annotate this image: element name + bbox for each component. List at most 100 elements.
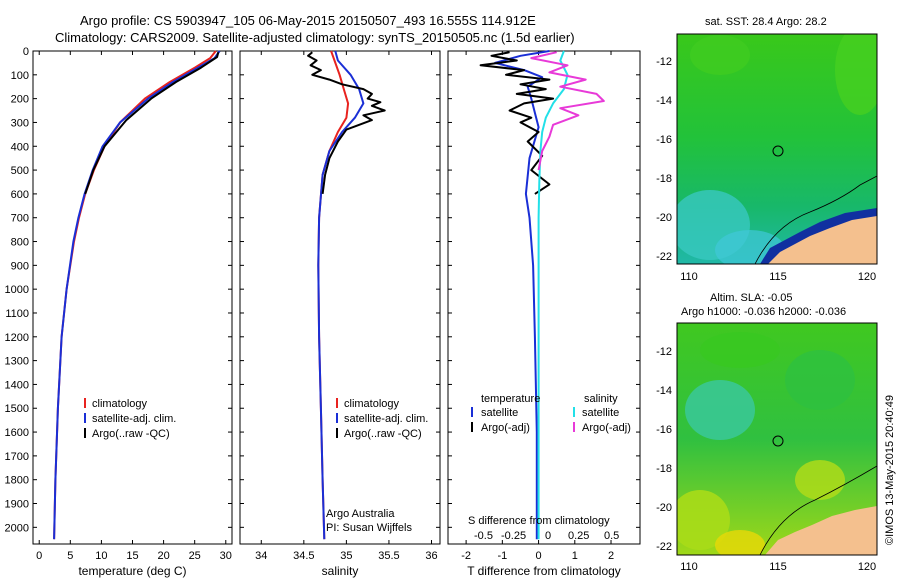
legend-satellite-s: satellite-adj. clim. — [344, 413, 428, 425]
x-tick-label: 34 — [255, 550, 267, 562]
x-tick-label: 0 — [536, 550, 542, 562]
argo-position-marker — [772, 145, 784, 157]
x-tick-label: 15 — [126, 550, 138, 562]
legend-argo: Argo(..raw -QC) — [92, 428, 170, 440]
series-line-temperature-satellite — [494, 50, 550, 540]
header-line2: Climatology: CARS2009. Satellite-adjuste… — [55, 30, 575, 45]
y-tick-label: 800 — [11, 237, 29, 249]
map-bot-ytick: -18 — [656, 463, 672, 475]
y-tick-label: 400 — [11, 141, 29, 153]
salinity-panel: 34 34.5 35 35.5 36 salinity — [239, 50, 441, 578]
temperature-panel: 0 5 10 15 20 25 300100200300400500600700800900… — [5, 46, 233, 578]
map-top-ytick: -20 — [656, 212, 672, 224]
legend-s-satellite: satellite — [582, 407, 619, 419]
series-line-climatology — [53, 50, 217, 540]
map-bot-ytick: -12 — [656, 346, 672, 358]
map-top-xtick: 110 — [680, 271, 698, 283]
y-tick-label: 100 — [11, 70, 29, 82]
plot-frame — [239, 50, 441, 545]
map-bot-ytick: -16 — [656, 424, 672, 436]
x-tick-label: 0 — [36, 550, 42, 562]
legend-s-argo: Argo(-adj) — [582, 422, 631, 434]
map-bot-xtick: 115 — [769, 561, 787, 573]
x-tick-label: 35 — [340, 550, 352, 562]
y-tick-label: 1100 — [5, 308, 29, 320]
legend-argo-s: Argo(..raw -QC) — [344, 428, 422, 440]
s-tick: 0 — [545, 530, 551, 542]
x-tick-label: 30 — [220, 550, 232, 562]
s-difference-label: S difference from climatology — [468, 515, 610, 527]
map-top-xtick: 115 — [769, 271, 787, 283]
s-tick: 0.25 — [568, 530, 589, 542]
temperature-legend: climatology satellite-adj. clim. Argo(..… — [84, 398, 176, 440]
x-tick-label: 34.5 — [293, 550, 314, 562]
y-tick-label: 1800 — [5, 475, 29, 487]
y-tick-label: 700 — [11, 213, 29, 225]
sla-map-title2: Argo h1000: -0.036 h2000: -0.036 — [681, 306, 846, 318]
series-line-argo-raw-qc- — [307, 51, 386, 195]
map-top-ytick: -12 — [656, 56, 672, 68]
x-tick-label: 2 — [608, 550, 614, 562]
x-tick-label: 35.5 — [378, 550, 399, 562]
y-tick-label: 900 — [11, 260, 29, 272]
map-top-ytick: -22 — [656, 251, 672, 263]
y-tick-label: 200 — [11, 94, 29, 106]
x-tick-label: 20 — [157, 550, 169, 562]
x-tick-label: -1 — [497, 550, 507, 562]
map-bot-xtick: 120 — [858, 561, 876, 573]
sla-map-title1: Altim. SLA: -0.05 — [710, 292, 793, 304]
x-tick-label: 1 — [572, 550, 578, 562]
y-tick-label: 1400 — [5, 379, 29, 391]
legend-climatology: climatology — [92, 398, 148, 410]
y-tick-label: 600 — [11, 189, 29, 201]
difference-legend: temperature satellite Argo(-adj) salinit… — [468, 393, 631, 542]
legend-t-satellite: satellite — [481, 407, 518, 419]
legend-salinity-heading: salinity — [584, 393, 618, 405]
x-tick-label: -2 — [461, 550, 471, 562]
salinity-legend: climatology satellite-adj. clim. Argo(..… — [326, 398, 428, 534]
y-tick-label: 0 — [23, 46, 29, 58]
x-axis-label: temperature (deg C) — [78, 564, 186, 578]
x-axis-label: salinity — [322, 564, 359, 578]
x-tick-label: 25 — [189, 550, 201, 562]
argo-australia-label: Argo Australia — [326, 508, 395, 520]
y-tick-label: 1200 — [5, 332, 29, 344]
legend-climatology-s: climatology — [344, 398, 400, 410]
series-line-salinity-argo-adj- — [530, 51, 605, 171]
map-bot-xtick: 110 — [680, 561, 698, 573]
s-tick: 0.5 — [604, 530, 619, 542]
series-line-temperature-argo-adj- — [479, 51, 555, 195]
map-top-ytick: -18 — [656, 173, 672, 185]
map-top-ytick: -14 — [656, 95, 672, 107]
map-bot-ytick: -14 — [656, 385, 672, 397]
y-tick-label: 1700 — [5, 451, 29, 463]
header-line1: Argo profile: CS 5903947_105 06-May-2015… — [80, 13, 536, 28]
land-top — [768, 216, 877, 264]
sla-map: Altim. SLA: -0.05 Argo h1000: -0.036 h20… — [656, 292, 878, 573]
series-line-satellite-adj-clim- — [317, 50, 365, 540]
map-top-ytick: -16 — [656, 134, 672, 146]
map-bot-ytick: -22 — [656, 541, 672, 553]
argo-position-marker-bot — [772, 435, 784, 447]
difference-panel: -2 -1 0 1 2 T difference from climatology — [447, 50, 641, 578]
contour-top — [754, 175, 877, 264]
y-tick-label: 1900 — [5, 499, 29, 511]
y-tick-label: 1500 — [5, 403, 29, 415]
s-tick: -0.5 — [474, 530, 493, 542]
sst-map-title: sat. SST: 28.4 Argo: 28.2 — [705, 16, 827, 28]
imos-credit: ©IMOS 13-May-2015 20:40:49 — [884, 395, 896, 545]
plot-frame — [32, 50, 233, 545]
y-tick-label: 2000 — [5, 522, 29, 534]
legend-satellite: satellite-adj. clim. — [92, 413, 176, 425]
series-line-salinity-satellite — [537, 50, 569, 540]
land-bot — [765, 506, 877, 555]
contour-bot — [759, 465, 877, 555]
x-tick-label: 5 — [67, 550, 73, 562]
x-axis-label: T difference from climatology — [467, 564, 621, 578]
legend-temperature-heading: temperature — [481, 393, 540, 405]
map-bot-ytick: -20 — [656, 502, 672, 514]
y-tick-label: 300 — [11, 117, 29, 129]
y-tick-label: 1600 — [5, 427, 29, 439]
x-tick-label: 36 — [425, 550, 437, 562]
